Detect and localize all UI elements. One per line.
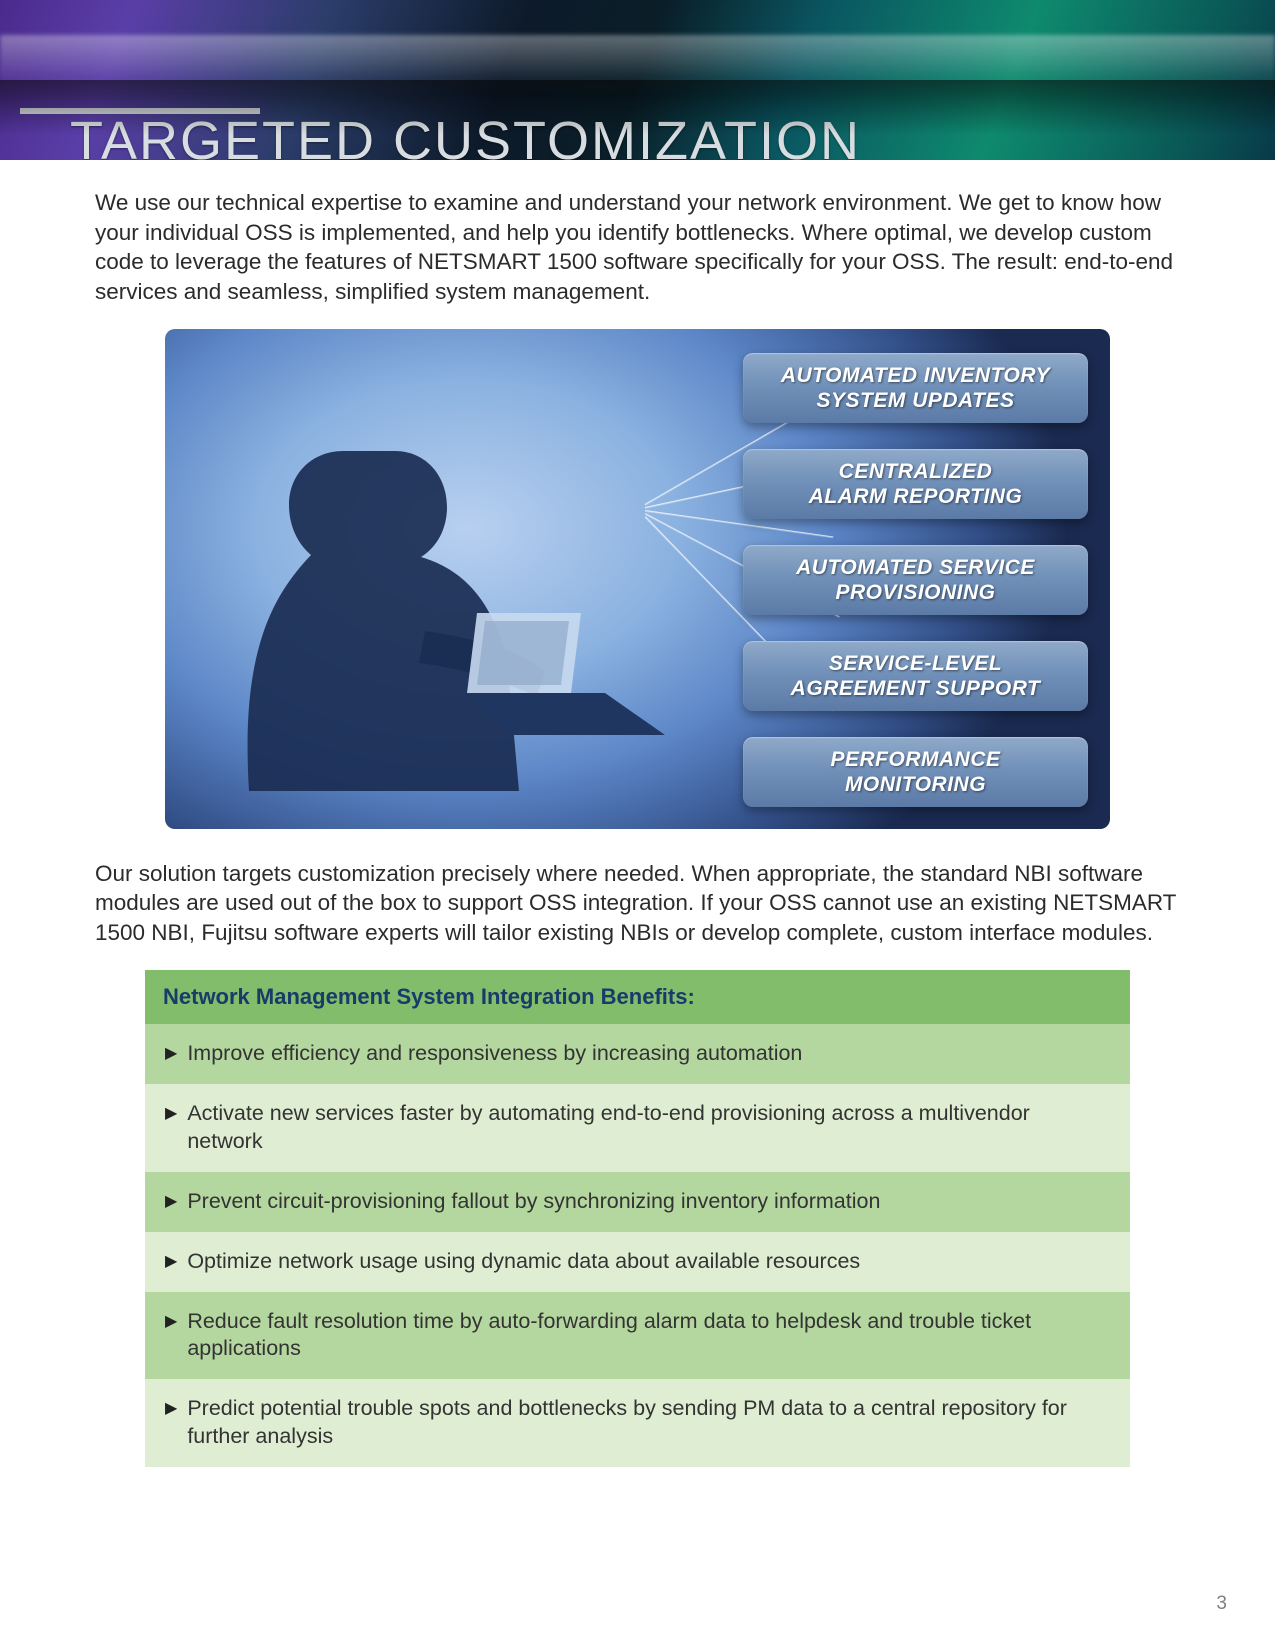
body-paragraph-2: Our solution targets customization preci… [95,859,1180,948]
benefits-row: ▶ Prevent circuit-provisioning fallout b… [145,1172,1130,1232]
figure-panel: AUTOMATED INVENTORY SYSTEM UPDATES CENTR… [165,329,1110,829]
callout-line: SYSTEM UPDATES [757,388,1074,413]
title-rule [20,108,260,114]
page-title: TARGETED CUSTOMIZATION [70,110,861,160]
callout-line: AGREEMENT SUPPORT [757,676,1074,701]
laptop-icon [465,609,675,739]
benefits-header: Network Management System Integration Be… [145,970,1130,1024]
intro-paragraph: We use our technical expertise to examin… [95,188,1180,307]
page-number: 3 [1216,1593,1227,1615]
callout-performance: PERFORMANCE MONITORING [743,737,1088,807]
benefits-text: Activate new services faster by automati… [187,1100,1110,1156]
content-area: We use our technical expertise to examin… [0,160,1275,1467]
callout-provisioning: AUTOMATED SERVICE PROVISIONING [743,545,1088,615]
callout-inventory: AUTOMATED INVENTORY SYSTEM UPDATES [743,353,1088,423]
benefits-row: ▶ Optimize network usage using dynamic d… [145,1232,1130,1292]
callout-line: MONITORING [757,772,1074,797]
callout-line: AUTOMATED SERVICE [757,555,1074,580]
benefits-row: ▶ Reduce fault resolution time by auto-f… [145,1292,1130,1380]
benefits-text: Prevent circuit-provisioning fallout by … [187,1188,880,1216]
benefits-text: Optimize network usage using dynamic dat… [187,1248,860,1276]
bullet-arrow-icon: ▶ [165,1312,177,1333]
benefits-text: Reduce fault resolution time by auto-for… [187,1308,1110,1364]
callout-line: PROVISIONING [757,580,1074,605]
benefits-row: ▶ Activate new services faster by automa… [145,1084,1130,1172]
callout-line: SERVICE-LEVEL [757,651,1074,676]
bullet-arrow-icon: ▶ [165,1044,177,1065]
benefits-row: ▶ Improve efficiency and responsiveness … [145,1024,1130,1084]
benefits-text: Improve efficiency and responsiveness by… [187,1040,802,1068]
callout-line: AUTOMATED INVENTORY [757,363,1074,388]
bullet-arrow-icon: ▶ [165,1192,177,1213]
header-banner: TARGETED CUSTOMIZATION [0,0,1275,160]
callout-line: ALARM REPORTING [757,484,1074,509]
benefits-text: Predict potential trouble spots and bott… [187,1395,1110,1451]
benefits-table: Network Management System Integration Be… [145,970,1130,1467]
bullet-arrow-icon: ▶ [165,1399,177,1420]
bullet-arrow-icon: ▶ [165,1104,177,1125]
callout-alarm: CENTRALIZED ALARM REPORTING [743,449,1088,519]
callout-line: PERFORMANCE [757,747,1074,772]
benefits-row: ▶ Predict potential trouble spots and bo… [145,1379,1130,1467]
callout-sla: SERVICE-LEVEL AGREEMENT SUPPORT [743,641,1088,711]
bullet-arrow-icon: ▶ [165,1252,177,1273]
callout-line: CENTRALIZED [757,459,1074,484]
